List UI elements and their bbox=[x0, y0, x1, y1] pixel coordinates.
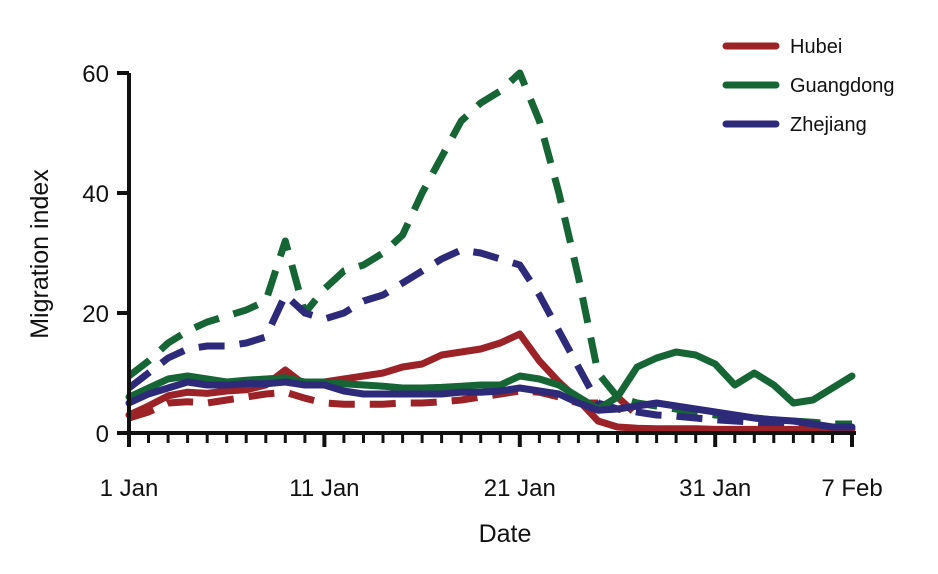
x-tick-label: 11 Jan bbox=[289, 475, 359, 502]
y-axis-title: Migration index bbox=[26, 169, 54, 339]
x-axis-title: Date bbox=[479, 520, 532, 548]
ticks-layer: 1 Jan 11 Jan 21 Jan 31 Jan 7 Feb 0 20 40 60 bbox=[82, 61, 882, 502]
series-layer bbox=[125, 69, 856, 433]
x-tick-label: 7 Feb bbox=[821, 475, 882, 502]
legend-label-zhejiang: Zhejiang bbox=[790, 114, 867, 136]
x-tick-label: 21 Jan bbox=[484, 475, 556, 502]
legend: Hubei Guangdong Zhejiang bbox=[722, 36, 895, 136]
series-line-zhejiang-solid bbox=[125, 378, 856, 431]
legend-label-guangdong: Guangdong bbox=[790, 75, 895, 97]
x-tick-label: 31 Jan bbox=[679, 475, 751, 502]
series-line-zhejiang-dashed bbox=[126, 246, 852, 432]
y-tick-label: 60 bbox=[82, 61, 109, 88]
legend-label-hubei: Hubei bbox=[790, 36, 842, 58]
y-tick-label: 40 bbox=[82, 181, 109, 208]
series-line-hubei-solid bbox=[125, 330, 856, 433]
y-tick-label: 20 bbox=[82, 301, 109, 328]
y-tick-label: 0 bbox=[96, 421, 109, 448]
x-tick-label: 1 Jan bbox=[100, 475, 159, 502]
series-line-guangdong-solid bbox=[125, 348, 856, 413]
